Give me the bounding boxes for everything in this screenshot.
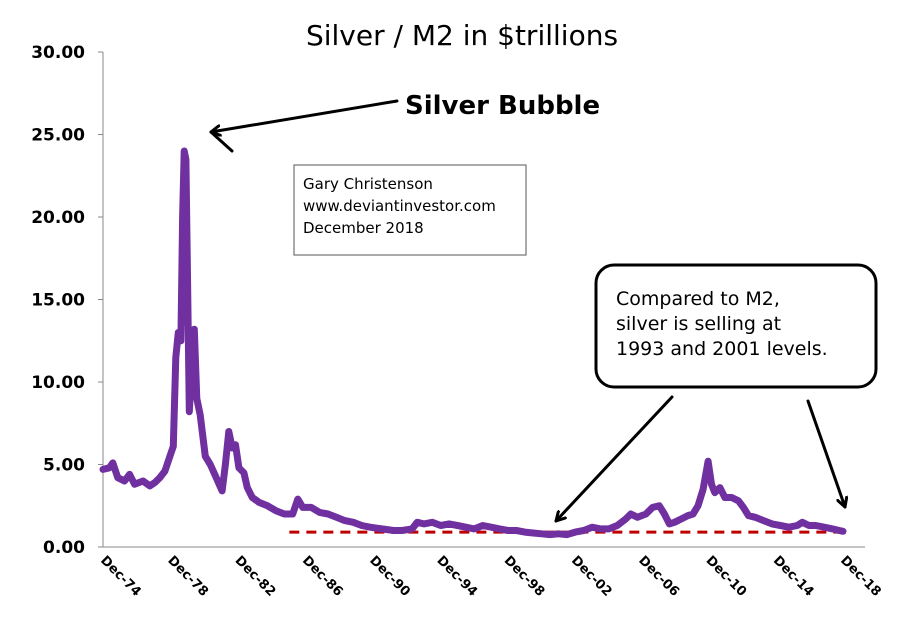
callout-arrow-2018: [806, 399, 845, 509]
callout-box: Compared to M2, silver is selling at 199…: [594, 263, 878, 389]
y-tick-label: 5.00: [43, 456, 85, 476]
silver-bubble-arrow: [209, 99, 399, 132]
credit-website: www.deviantinvestor.com: [303, 197, 496, 215]
y-tick-label: 30.00: [31, 43, 85, 63]
y-tick-label: 0.00: [43, 538, 85, 558]
chart-title: Silver / M2 in $trillions: [306, 19, 618, 52]
callout-line-1: Compared to M2,: [616, 288, 780, 310]
y-tick-label: 10.00: [31, 373, 85, 393]
silver-bubble-arrow-tail: [209, 130, 234, 153]
callout-arrow-2001: [554, 395, 674, 523]
credit-box: Gary Christenson www.deviantinvestor.com…: [293, 164, 527, 256]
y-tick-label: 20.00: [31, 208, 85, 228]
y-tick-label: 15.00: [31, 291, 85, 311]
callout-line-3: 1993 and 2001 levels.: [616, 338, 828, 360]
callout-line-2: silver is selling at: [616, 313, 781, 335]
silver-bubble-label: Silver Bubble: [405, 91, 600, 121]
credit-date: December 2018: [303, 219, 424, 237]
y-tick-label: 25.00: [31, 126, 85, 146]
silver-m2-series-line: [99, 147, 847, 539]
y-axis-ticks: 0.00 5.00 10.00 15.00 20.00 25.00 30.00: [31, 43, 103, 558]
credit-author: Gary Christenson: [303, 175, 433, 193]
